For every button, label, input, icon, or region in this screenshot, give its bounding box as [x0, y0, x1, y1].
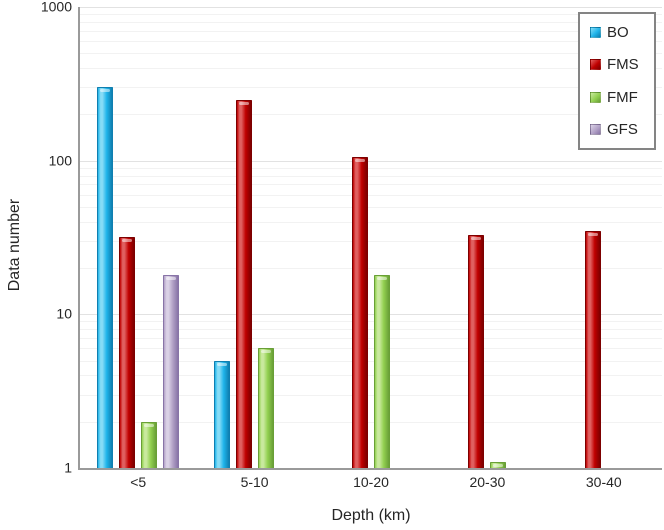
legend-item-label: FMF	[607, 88, 638, 106]
legend-item-FMS: FMS	[590, 56, 650, 73]
minor-gridline	[80, 167, 662, 169]
minor-gridline	[80, 321, 662, 323]
bar-top-bevel	[216, 362, 227, 366]
x-tick-label: 10-20	[353, 474, 389, 490]
minor-gridline	[80, 221, 662, 223]
category-group-<5	[80, 7, 196, 468]
bar-top-bevel	[238, 101, 249, 105]
category-group-30-40	[546, 7, 662, 468]
bar-FMF-10-20	[373, 275, 390, 468]
bar-top-bevel	[493, 463, 504, 467]
bar-FMF-20-30	[490, 461, 507, 468]
bar-FMS-<5	[119, 236, 136, 468]
bar-top-bevel	[100, 89, 111, 93]
minor-gridline	[80, 348, 662, 350]
bar-top-bevel	[587, 232, 598, 236]
major-gridline	[80, 160, 662, 162]
bar-GFS-<5	[163, 275, 180, 468]
legend-item-label: GFS	[607, 120, 638, 138]
category-group-10-20	[313, 7, 429, 468]
major-gridline	[80, 314, 662, 316]
bar-top-bevel	[122, 238, 133, 242]
minor-gridline	[80, 394, 662, 396]
bar-FMF-<5	[141, 421, 158, 468]
minor-gridline	[80, 30, 662, 32]
minor-gridline	[80, 41, 662, 43]
legend-item-FMF: FMF	[590, 89, 650, 106]
legend-marker-BO	[590, 27, 601, 38]
bar-FMF-5-10	[257, 348, 274, 468]
legend-marker-GFS	[590, 123, 601, 135]
y-axis-title: Data number	[6, 198, 23, 292]
category-group-20-30	[429, 7, 545, 468]
minor-gridline	[80, 338, 662, 340]
x-axis-title: Depth (km)	[331, 507, 411, 524]
minor-gridline	[80, 114, 662, 116]
bar-FMS-30-40	[584, 230, 601, 468]
minor-gridline	[80, 184, 662, 186]
bar-top-bevel	[144, 423, 155, 427]
minor-gridline	[80, 21, 662, 23]
legend-item-BO: BO	[590, 24, 650, 41]
bar-FMS-20-30	[468, 234, 485, 468]
legend-item-label: BO	[607, 24, 629, 41]
x-tick-label: 5-10	[240, 474, 269, 490]
category-group-5-10	[196, 7, 312, 468]
legend-item-GFS: GFS	[590, 121, 650, 138]
x-tick-label: 30-40	[585, 474, 622, 490]
minor-gridline	[80, 68, 662, 70]
legend-item-label: FMS	[607, 56, 639, 74]
minor-gridline	[80, 53, 662, 55]
bar-top-bevel	[376, 277, 387, 281]
bar-top-bevel	[260, 350, 271, 354]
y-tick-label: 10	[56, 305, 72, 322]
x-tick-label: 20-30	[469, 474, 506, 490]
minor-gridline	[80, 421, 662, 423]
legend: BO FMS FMF GFS	[578, 12, 656, 150]
bar-FMS-5-10	[235, 99, 252, 468]
y-tick-label: 100	[48, 152, 72, 169]
minor-gridline	[80, 268, 662, 270]
major-gridline	[80, 7, 662, 8]
minor-gridline	[80, 175, 662, 177]
minor-gridline	[80, 87, 662, 89]
bar-BO-<5	[97, 87, 114, 468]
legend-marker-FMF	[590, 91, 601, 103]
bar-FMS-10-20	[351, 157, 368, 468]
minor-gridline	[80, 329, 662, 331]
minor-gridline	[80, 241, 662, 243]
minor-gridline	[80, 360, 662, 362]
plot-area: BO FMS FMF GFS	[78, 7, 662, 470]
minor-gridline	[80, 14, 662, 16]
legend-marker-FMS	[590, 59, 601, 71]
minor-gridline	[80, 375, 662, 377]
bar-top-bevel	[166, 277, 177, 281]
bar-BO-5-10	[213, 360, 230, 468]
x-tick-label: <5	[130, 474, 147, 490]
y-tick-label: 1	[64, 459, 72, 476]
bar-top-bevel	[471, 236, 482, 240]
bar-top-bevel	[354, 159, 365, 163]
minor-gridline	[80, 194, 662, 196]
y-tick-label: 1000	[40, 0, 72, 15]
minor-gridline	[80, 206, 662, 208]
